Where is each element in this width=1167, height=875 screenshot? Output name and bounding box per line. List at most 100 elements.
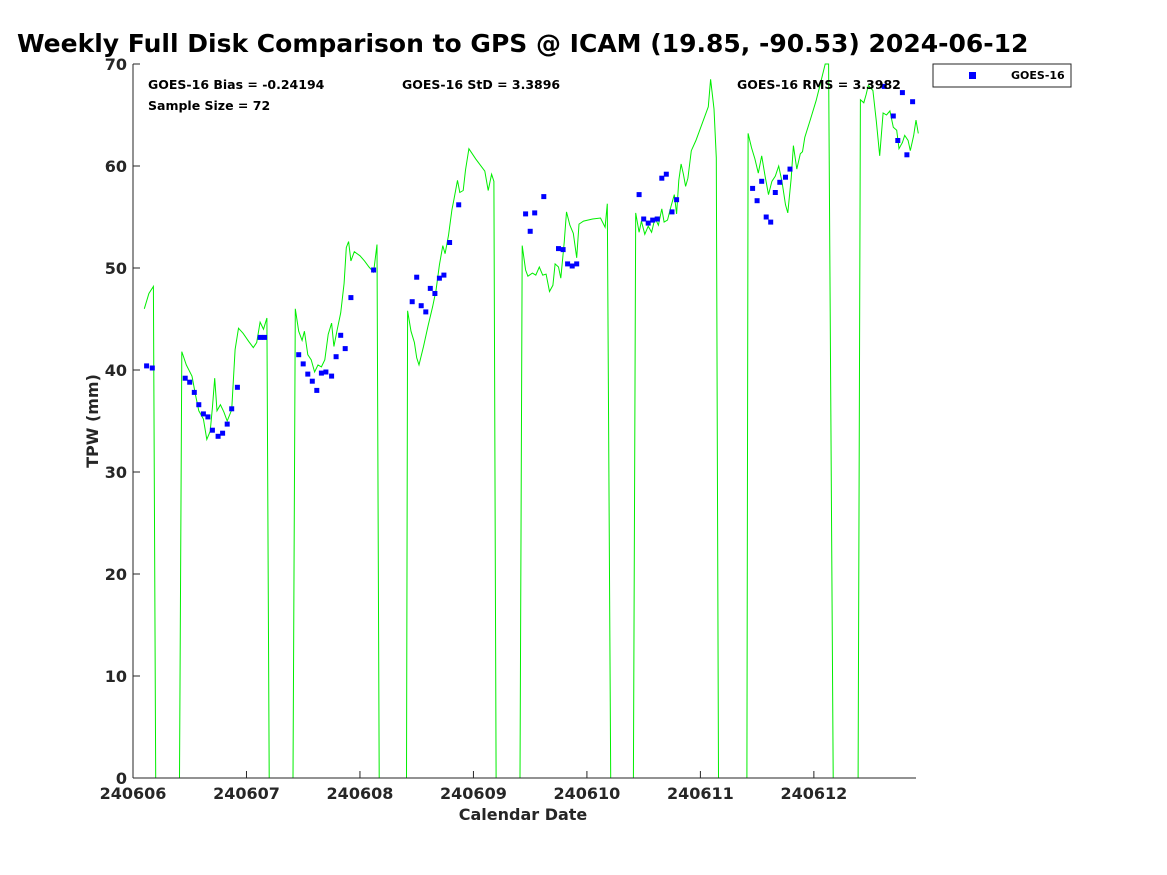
goes16-point <box>205 414 211 420</box>
goes16-point <box>200 411 206 417</box>
goes16-point <box>910 99 916 105</box>
goes16-point <box>427 285 433 291</box>
y-tick-label: 50 <box>105 259 127 278</box>
goes16-point <box>371 267 377 273</box>
legend-box <box>932 63 1072 88</box>
goes16-point <box>754 198 760 204</box>
goes16-point <box>209 427 215 433</box>
goes16-point <box>787 166 793 172</box>
y-tick-label: 20 <box>105 565 127 584</box>
goes16-point <box>418 303 424 309</box>
legend-label-goes16: GOES-16 <box>1011 69 1065 82</box>
goes16-point <box>663 171 669 177</box>
goes16-point <box>342 346 348 352</box>
goes16-point <box>669 209 675 215</box>
goes16-point <box>904 152 910 158</box>
plot-area <box>133 64 916 778</box>
goes16-point <box>674 197 680 203</box>
goes16-point <box>305 371 311 377</box>
goes16-point <box>569 263 575 269</box>
x-tick-label: 240608 <box>327 784 394 803</box>
x-tick-label: 240609 <box>440 784 507 803</box>
goes16-point <box>220 430 226 436</box>
goes16-point <box>763 214 769 220</box>
x-tick-label: 240607 <box>213 784 280 803</box>
goes16-point <box>314 387 320 393</box>
goes16-point <box>541 194 547 200</box>
legend: GOES-16 <box>932 63 1072 88</box>
goes16-point <box>772 190 778 195</box>
goes16-point <box>565 261 571 267</box>
goes16-point <box>432 291 438 296</box>
goes16-point <box>309 378 315 384</box>
rms-annotation: GOES-16 RMS = 3.3982 <box>737 77 901 92</box>
y-tick-label: 40 <box>105 361 127 380</box>
goes16-point <box>759 178 765 184</box>
green-series-line <box>143 63 919 779</box>
chart-title: Weekly Full Disk Comparison to GPS @ ICA… <box>17 29 1028 58</box>
goes16-point <box>560 247 566 253</box>
goes16-point <box>329 373 335 379</box>
x-tick-label: 240606 <box>100 784 167 803</box>
goes16-point <box>348 295 354 301</box>
goes16-point <box>296 352 302 358</box>
goes16-point <box>436 275 442 281</box>
goes16-point <box>783 174 788 180</box>
std-annotation: GOES-16 StD = 3.3896 <box>402 77 560 92</box>
goes16-point <box>333 354 339 360</box>
goes16-point <box>768 219 774 225</box>
x-axis-label: Calendar Date <box>459 805 588 824</box>
x-tick-label: 240610 <box>554 784 621 803</box>
goes16-point <box>187 379 193 385</box>
y-axis-label: TPW (mm) <box>83 374 102 468</box>
goes16-point <box>654 216 660 222</box>
goes16-point <box>650 217 656 223</box>
goes16-point <box>527 228 533 234</box>
y-tick-label: 30 <box>105 463 127 482</box>
goes16-point <box>323 369 329 375</box>
x-tick-label: 240612 <box>780 784 847 803</box>
goes16-point <box>409 299 415 305</box>
bias-annotation: GOES-16 Bias = -0.24194 <box>148 77 325 92</box>
goes16-point <box>257 334 263 340</box>
goes16-point <box>659 175 665 181</box>
goes16-point <box>414 274 420 280</box>
goes16-point <box>300 361 306 367</box>
y-tick-label: 60 <box>105 157 127 176</box>
goes16-point <box>636 192 642 198</box>
goes16-point <box>144 363 150 369</box>
x-tick-label: 240611 <box>667 784 734 803</box>
goes16-point <box>456 202 462 208</box>
goes16-point <box>338 332 344 338</box>
goes16-point <box>447 240 453 245</box>
legend-marker <box>969 72 976 79</box>
goes16-point <box>423 309 429 315</box>
goes16-point <box>641 216 647 222</box>
goes16-point <box>234 384 240 390</box>
green-series-group <box>143 63 919 779</box>
goes16-point <box>191 389 197 395</box>
goes16-point <box>441 272 447 278</box>
goes16-point <box>149 365 155 371</box>
goes16-point <box>318 370 324 376</box>
goes16-point <box>881 83 887 89</box>
goes16-point <box>229 406 235 412</box>
goes16-point <box>890 113 896 119</box>
y-tick-label: 10 <box>105 667 127 686</box>
goes16-point <box>182 375 188 381</box>
goes16-point <box>215 433 221 439</box>
goes16-point <box>574 261 580 267</box>
goes16-point <box>523 211 529 217</box>
goes16-point <box>224 421 230 427</box>
goes16-point <box>556 246 561 252</box>
goes16-point <box>196 402 202 408</box>
goes16-series-group <box>144 83 916 439</box>
goes16-point <box>895 138 901 143</box>
goes16-point <box>645 220 651 226</box>
goes16-point <box>899 90 905 96</box>
goes16-point <box>532 210 538 216</box>
y-tick-label: 70 <box>105 55 127 74</box>
x-ticks-group: 240606 240607 240608 240609 240610 240611 2406… <box>100 771 847 803</box>
goes16-point <box>262 334 268 340</box>
